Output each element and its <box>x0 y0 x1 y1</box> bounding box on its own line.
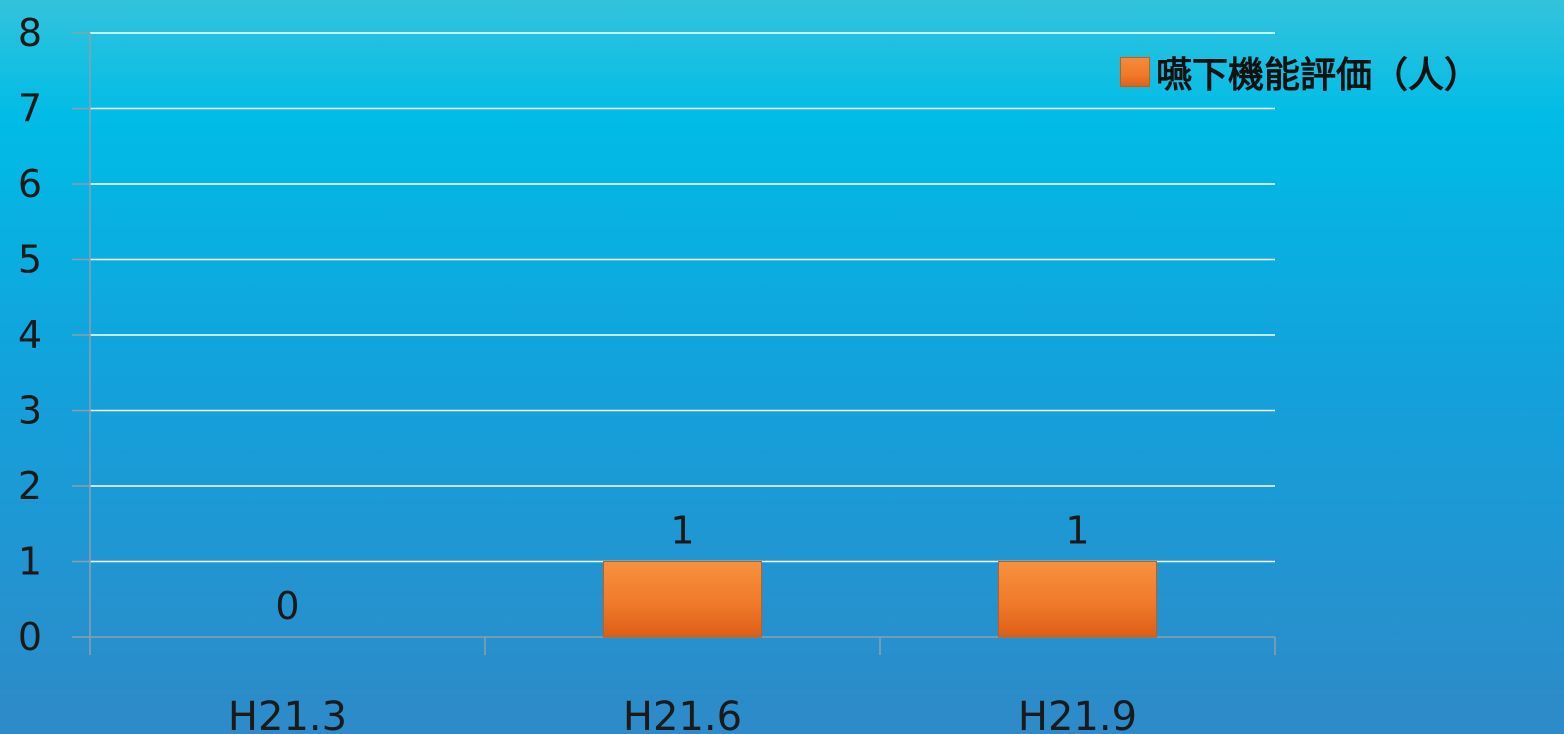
legend-swatch <box>1120 57 1150 87</box>
y-tick-label: 2 <box>18 464 42 508</box>
gridlines <box>90 32 1275 563</box>
y-tick-label: 6 <box>18 162 42 206</box>
data-label: 1 <box>1065 509 1089 553</box>
labels: 0 1 2 3 4 5 6 7 8 0 H21.3 1 H21.6 1 H21.9 <box>18 11 1137 734</box>
bar <box>603 561 762 638</box>
bar <box>998 561 1157 638</box>
y-tick-label: 3 <box>18 389 42 433</box>
x-category-label: H21.9 <box>1018 694 1137 734</box>
bars <box>603 561 1157 638</box>
data-label: 0 <box>275 584 299 628</box>
x-category-label: H21.6 <box>623 694 742 734</box>
y-tick-label: 7 <box>18 87 42 131</box>
y-tick-label: 0 <box>18 615 42 659</box>
legend: 嚥下機能評価（人） <box>1120 46 1480 98</box>
y-tick-label: 4 <box>18 313 42 357</box>
legend-label: 嚥下機能評価（人） <box>1156 55 1481 96</box>
data-label: 1 <box>670 509 694 553</box>
y-tick-label: 8 <box>18 11 42 55</box>
x-category-label: H21.3 <box>228 694 347 734</box>
y-tick-label: 5 <box>18 238 42 282</box>
y-tick-label: 1 <box>18 540 42 584</box>
